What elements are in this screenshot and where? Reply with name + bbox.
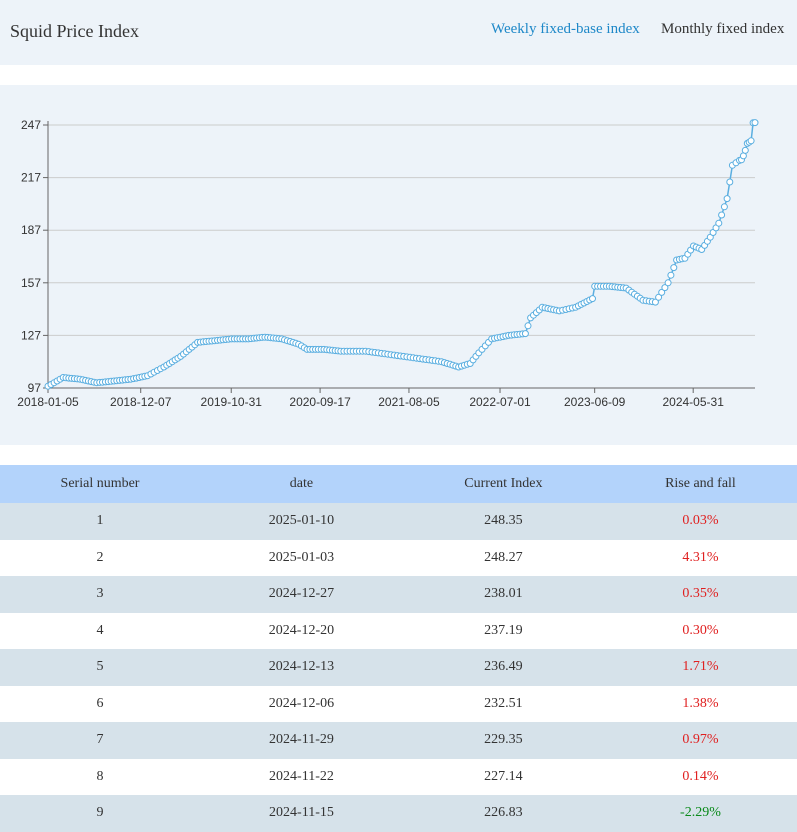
serial-number-cell: 8 bbox=[0, 758, 201, 795]
serial-number-cell: 1 bbox=[0, 503, 201, 540]
chart-panel: 97 127 157 187 217 247 2018-01-05 2018-12-07 201… bbox=[0, 85, 797, 445]
current-index-cell: 248.27 bbox=[402, 539, 604, 576]
data-point bbox=[741, 146, 749, 154]
rise-and-fall-cell: 0.97% bbox=[603, 722, 797, 759]
current-index-cell: 226.83 bbox=[402, 795, 604, 832]
serial-number-cell: 5 bbox=[0, 649, 201, 686]
current-index-cell: 236.49 bbox=[402, 649, 604, 686]
tab-weekly-index[interactable]: Weekly fixed-base index bbox=[491, 21, 640, 37]
y-tick-label: 127 bbox=[21, 328, 41, 342]
table-row: 7 2024-11-29 229.35 0.97% bbox=[0, 722, 797, 759]
rise-and-fall-cell: -2.29% bbox=[603, 795, 797, 832]
current-index-cell: 248.35 bbox=[402, 503, 604, 540]
data-point bbox=[726, 178, 734, 186]
date-cell: 2024-11-22 bbox=[200, 758, 403, 795]
date-cell: 2024-12-27 bbox=[200, 576, 403, 613]
x-tick-label: 2020-09-17 bbox=[289, 395, 351, 409]
table-row: 2 2025-01-03 248.27 4.31% bbox=[0, 539, 797, 576]
table-header-row: Serial number date Current Index Rise an… bbox=[0, 465, 797, 503]
date-cell: 2024-12-13 bbox=[200, 649, 403, 686]
rise-and-fall-cell: 0.03% bbox=[603, 503, 797, 540]
data-point bbox=[718, 211, 726, 219]
current-index-cell: 232.51 bbox=[402, 685, 604, 722]
table-row: 8 2024-11-22 227.14 0.14% bbox=[0, 758, 797, 795]
y-tick-label: 157 bbox=[21, 276, 41, 290]
data-point bbox=[664, 279, 672, 287]
data-point bbox=[667, 271, 675, 279]
data-point bbox=[661, 284, 669, 292]
data-point bbox=[589, 295, 596, 303]
date-cell: 2024-11-15 bbox=[200, 795, 403, 832]
data-point bbox=[651, 298, 659, 306]
data-point bbox=[521, 330, 529, 338]
y-tick-label: 97 bbox=[28, 381, 42, 395]
date-cell: 2024-11-29 bbox=[200, 722, 403, 759]
rise-and-fall-cell: 0.30% bbox=[603, 612, 797, 649]
x-tick-label: 2018-12-07 bbox=[110, 395, 172, 409]
date-cell: 2024-12-06 bbox=[200, 685, 403, 722]
page-title: Squid Price Index bbox=[10, 21, 139, 41]
current-index-cell: 238.01 bbox=[402, 576, 604, 613]
data-point bbox=[658, 288, 666, 296]
y-tick-label: 247 bbox=[21, 118, 41, 132]
table-row: 5 2024-12-13 236.49 1.71% bbox=[0, 649, 797, 686]
data-point bbox=[524, 322, 532, 330]
serial-number-cell: 3 bbox=[0, 576, 201, 613]
serial-number-cell: 6 bbox=[0, 685, 201, 722]
serial-number-cell: 7 bbox=[0, 722, 201, 759]
data-point bbox=[747, 137, 755, 145]
x-tick-label: 2023-06-09 bbox=[564, 395, 626, 409]
table-row: 4 2024-12-20 237.19 0.30% bbox=[0, 612, 797, 649]
rise-and-fall-cell: 0.35% bbox=[603, 576, 797, 613]
header-bar: Squid Price Index Weekly fixed-base inde… bbox=[0, 0, 797, 65]
current-index-cell: 227.14 bbox=[402, 758, 604, 795]
header-date: date bbox=[200, 465, 403, 503]
serial-number-cell: 4 bbox=[0, 612, 201, 649]
table-row: 6 2024-12-06 232.51 1.38% bbox=[0, 685, 797, 722]
header-serial-number: Serial number bbox=[0, 465, 201, 503]
date-cell: 2025-01-03 bbox=[200, 539, 403, 576]
y-tick-label: 187 bbox=[21, 223, 41, 237]
rise-and-fall-cell: 0.14% bbox=[603, 758, 797, 795]
header-rise-and-fall: Rise and fall bbox=[603, 465, 797, 503]
rise-and-fall-cell: 4.31% bbox=[603, 539, 797, 576]
serial-number-cell: 2 bbox=[0, 539, 201, 576]
x-tick-label: 2018-01-05 bbox=[17, 395, 79, 409]
current-index-cell: 229.35 bbox=[402, 722, 604, 759]
current-index-cell: 237.19 bbox=[402, 612, 604, 649]
x-tick-label: 2024-05-31 bbox=[662, 395, 724, 409]
index-table: Serial number date Current Index Rise an… bbox=[0, 465, 797, 832]
header-current-index: Current Index bbox=[402, 465, 604, 503]
x-tick-label: 2019-10-31 bbox=[201, 395, 263, 409]
date-cell: 2024-12-20 bbox=[200, 612, 403, 649]
y-tick-label: 217 bbox=[21, 171, 41, 185]
table-row: 9 2024-11-15 226.83 -2.29% bbox=[0, 795, 797, 832]
series-line bbox=[47, 121, 756, 387]
data-point bbox=[723, 195, 731, 203]
x-tick-label: 2022-07-01 bbox=[469, 395, 531, 409]
tab-monthly-index[interactable]: Monthly fixed index bbox=[661, 21, 785, 37]
rise-and-fall-cell: 1.71% bbox=[603, 649, 797, 686]
data-point bbox=[715, 219, 723, 227]
serial-number-cell: 9 bbox=[0, 795, 201, 832]
data-point bbox=[751, 119, 759, 127]
price-index-chart: 97 127 157 187 217 247 2018-01-05 2018-12-07 201… bbox=[17, 118, 759, 409]
x-tick-label: 2021-08-05 bbox=[378, 395, 440, 409]
data-point bbox=[670, 264, 678, 272]
rise-and-fall-cell: 1.38% bbox=[603, 685, 797, 722]
date-cell: 2025-01-10 bbox=[200, 503, 403, 540]
data-point bbox=[720, 203, 728, 211]
table-row: 3 2024-12-27 238.01 0.35% bbox=[0, 576, 797, 613]
data-point bbox=[655, 293, 663, 301]
table-row: 1 2025-01-10 248.35 0.03% bbox=[0, 503, 797, 540]
